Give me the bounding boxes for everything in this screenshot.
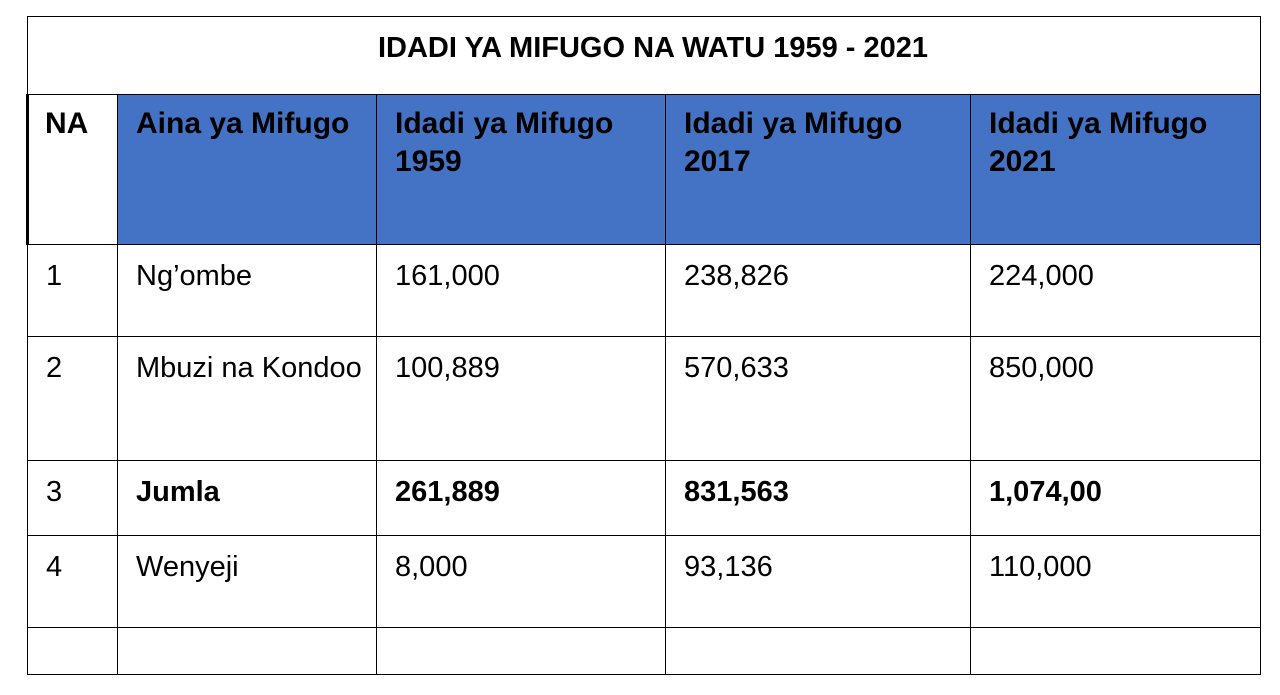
title-row: IDADI YA MIFUGO NA WATU 1959 - 2021 (26, 16, 1262, 95)
table-row: 2 Mbuzi na Kondoo 100,889 570,633 850,00… (27, 336, 1262, 461)
header-count-2021: Idadi ya Mifugo 2021 (969, 94, 1262, 245)
cell-na: 3 (27, 460, 118, 536)
cell-count-2021: 224,000 (969, 244, 1262, 337)
table-row-empty (27, 627, 1262, 675)
table-row-total: 3 Jumla 261,889 831,563 1,074,00 (27, 460, 1262, 536)
cell-count-2017: 570,633 (665, 336, 971, 461)
cell-livestock-type (117, 627, 377, 675)
header-na: NA (26, 94, 118, 245)
cell-count-2017: 238,826 (665, 244, 971, 337)
livestock-table: IDADI YA MIFUGO NA WATU 1959 - 2021 NA A… (26, 16, 1262, 675)
cell-count-1959: 8,000 (376, 535, 666, 628)
header-livestock-type: Aina ya Mifugo (117, 94, 377, 245)
cell-count-2021: 110,000 (969, 535, 1262, 628)
cell-livestock-type: Mbuzi na Kondoo (117, 336, 377, 461)
cell-count-2017: 831,563 (665, 460, 971, 536)
cell-count-2021: 850,000 (969, 336, 1262, 461)
cell-count-2017 (665, 627, 971, 675)
cell-count-1959: 161,000 (376, 244, 666, 337)
cell-count-1959: 100,889 (376, 336, 666, 461)
cell-count-1959 (376, 627, 666, 675)
cell-count-1959: 261,889 (376, 460, 666, 536)
cell-na: 4 (27, 535, 118, 628)
cell-count-2021 (969, 627, 1262, 675)
table-row: 4 Wenyeji 8,000 93,136 110,000 (27, 535, 1262, 628)
cell-na: 1 (27, 244, 118, 337)
header-row: NA Aina ya Mifugo Idadi ya Mifugo 1959 I… (26, 94, 1262, 245)
cell-na (27, 627, 118, 675)
table-row: 1 Ng’ombe 161,000 238,826 224,000 (27, 244, 1262, 337)
header-count-2017: Idadi ya Mifugo 2017 (665, 94, 971, 245)
header-count-1959: Idadi ya Mifugo 1959 (376, 94, 666, 245)
cell-count-2021: 1,074,00 (969, 460, 1262, 536)
cell-livestock-type: Ng’ombe (117, 244, 377, 337)
table-title: IDADI YA MIFUGO NA WATU 1959 - 2021 (26, 16, 1262, 95)
cell-livestock-type: Jumla (117, 460, 377, 536)
cell-livestock-type: Wenyeji (117, 535, 377, 628)
cell-count-2017: 93,136 (665, 535, 971, 628)
cell-na: 2 (27, 336, 118, 461)
